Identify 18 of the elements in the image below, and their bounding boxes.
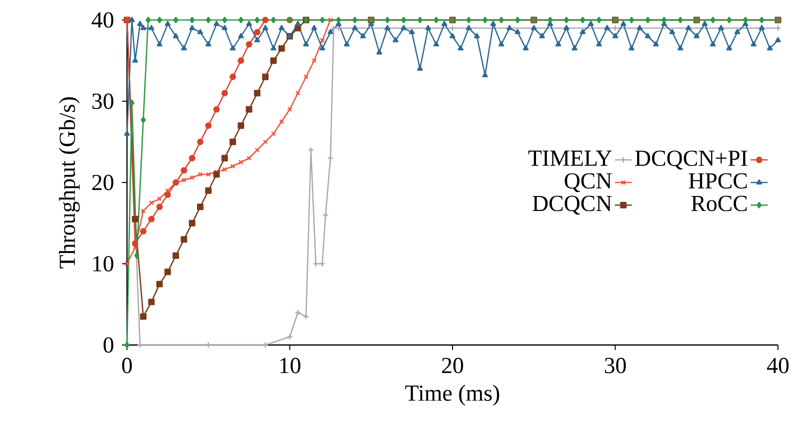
y-tick-label: 30 — [92, 94, 114, 109]
legend-label: RoCC — [691, 196, 747, 212]
y-tick-label: 0 — [104, 337, 114, 353]
x-axis-title: Time (ms) — [405, 384, 500, 406]
x-tick-label: 20 — [442, 358, 464, 374]
legend-label: DCQCN — [532, 196, 612, 215]
y-tick-label: 10 — [93, 256, 114, 272]
y-axis-title: Throughput (Gb/s) — [58, 97, 80, 268]
legend-label: QCN — [564, 173, 612, 192]
y-tick-label: 20 — [92, 174, 114, 190]
x-tick-label: 0 — [122, 358, 132, 374]
legend-label: DCQCN+PI — [635, 150, 748, 170]
x-tick-label: 30 — [604, 358, 626, 374]
legend-label: HPCC — [688, 173, 747, 189]
x-tick-label: 40 — [767, 358, 789, 374]
x-tick-label: 10 — [280, 358, 300, 374]
legend-label: TIMELY — [528, 150, 612, 166]
y-tick-label: 40 — [92, 12, 114, 28]
